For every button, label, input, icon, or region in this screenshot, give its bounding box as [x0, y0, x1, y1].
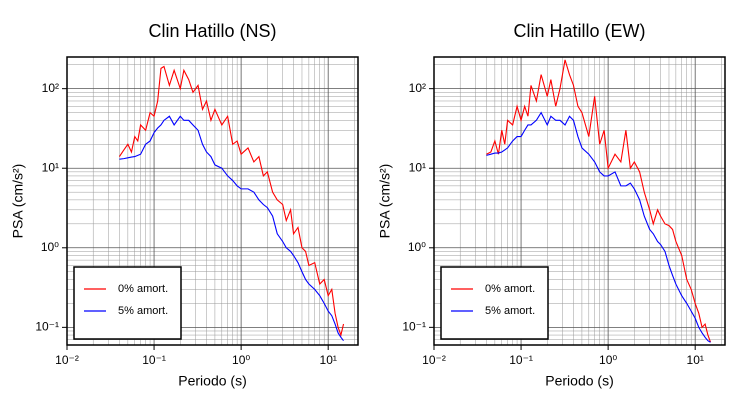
plot-frame — [66, 56, 359, 346]
y-axis-label: PSA (cm/s²) — [377, 164, 393, 239]
chart-title: Clin Hatillo (NS) — [148, 21, 276, 41]
series-line — [118, 65, 345, 337]
x-tick-label: 10⁻¹ — [142, 353, 166, 367]
legend-box — [73, 266, 182, 340]
legend-label: 0% amort. — [118, 283, 168, 295]
x-tick-label: 10⁰ — [232, 353, 250, 367]
y-tick-label: 10⁻¹ — [402, 320, 426, 334]
y-tick-label: 10¹ — [409, 160, 426, 174]
series-line — [486, 59, 712, 343]
y-tick-label: 10² — [42, 81, 59, 95]
minor-grid — [67, 57, 358, 345]
legend-label: 5% amort. — [118, 305, 168, 317]
legend: 0% amort. 5% amort. — [73, 266, 182, 340]
x-tick-label: 10⁻¹ — [509, 353, 533, 367]
legend-box — [440, 266, 549, 340]
y-tick-label: 10⁰ — [408, 240, 426, 254]
legend-label: 5% amort. — [485, 305, 535, 317]
plot-frame — [433, 56, 726, 346]
x-axis-label: Periodo (s) — [545, 373, 613, 389]
y-tick-label: 10⁰ — [41, 240, 59, 254]
series-line — [119, 115, 344, 342]
series-line — [486, 111, 711, 343]
x-tick-label: 10⁻² — [55, 353, 79, 367]
x-tick-label: 10¹ — [687, 353, 704, 367]
x-tick-label: 10⁻² — [422, 353, 446, 367]
y-tick-label: 10⁻¹ — [35, 320, 59, 334]
minor-grid — [434, 57, 725, 345]
y-axis-label: PSA (cm/s²) — [10, 164, 26, 239]
chart-title: Clin Hatillo (EW) — [513, 21, 645, 41]
x-tick-label: 10⁰ — [599, 353, 617, 367]
x-axis-label: Periodo (s) — [178, 373, 246, 389]
y-tick-label: 10² — [409, 81, 426, 95]
legend-label: 0% amort. — [485, 283, 535, 295]
x-tick-label: 10¹ — [320, 353, 337, 367]
legend: 0% amort. 5% amort. — [440, 266, 549, 340]
y-tick-label: 10¹ — [42, 160, 59, 174]
